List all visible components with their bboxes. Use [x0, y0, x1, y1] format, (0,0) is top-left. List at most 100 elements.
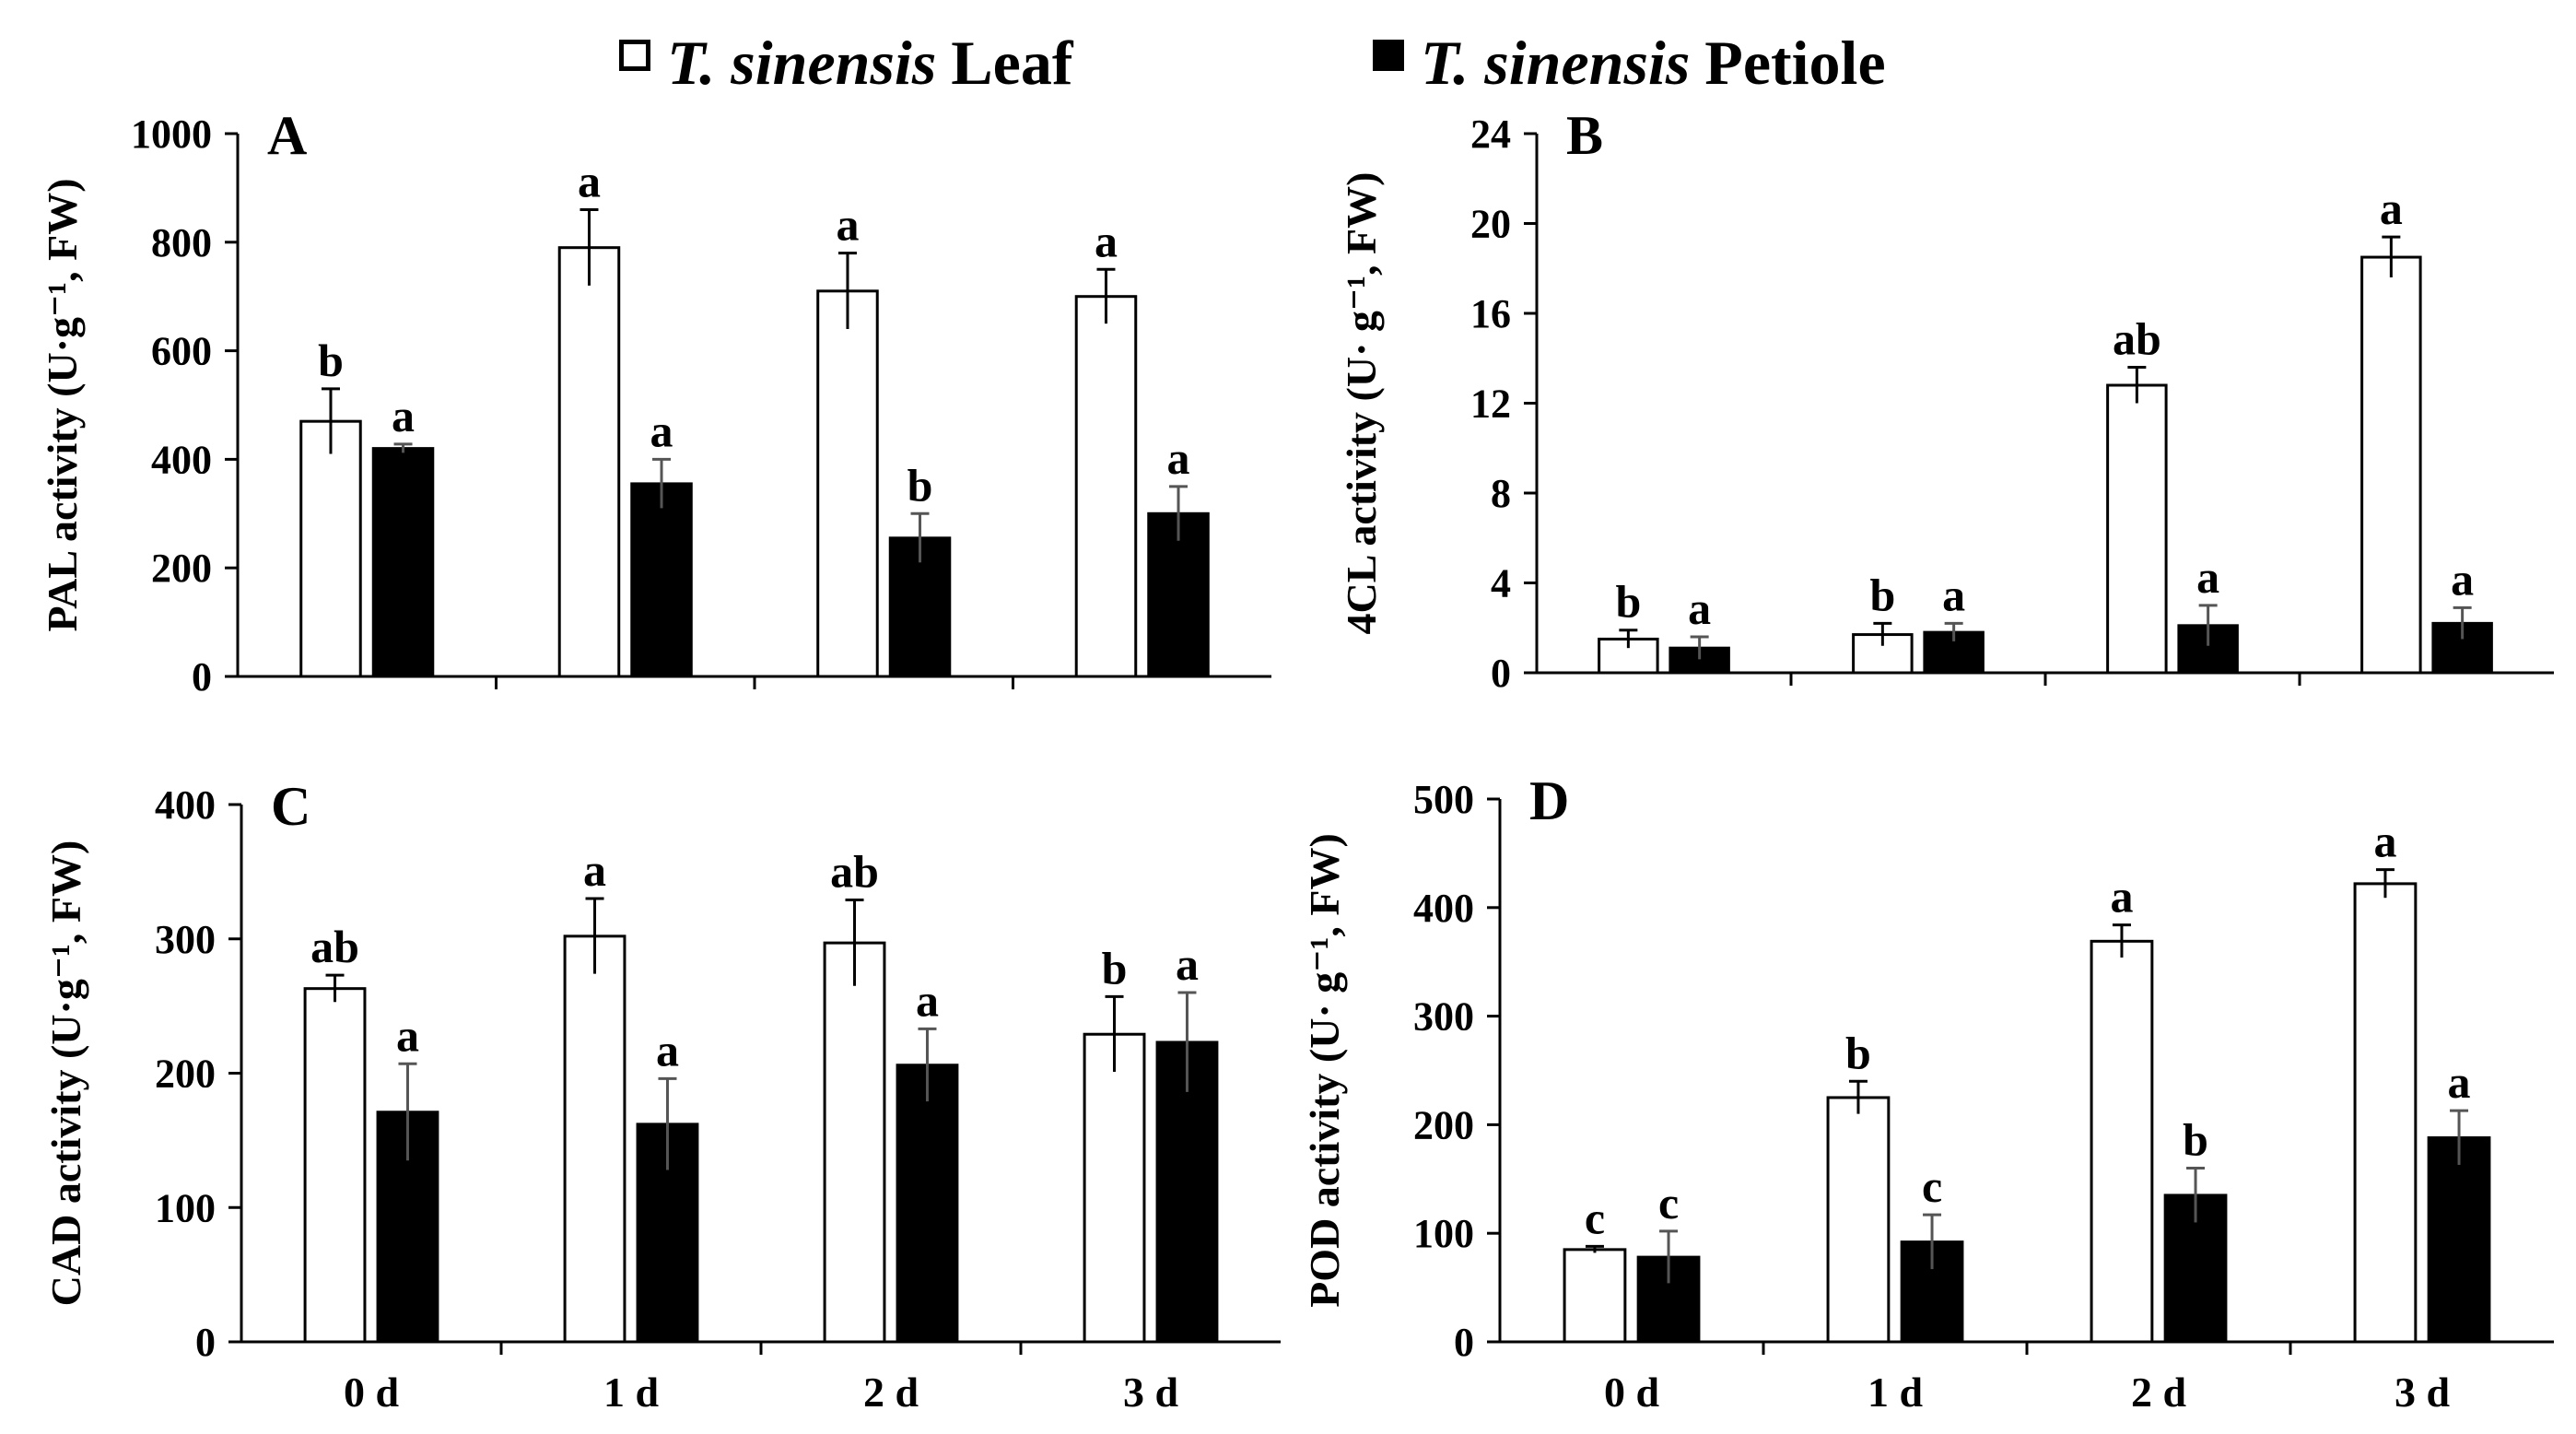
significance-label-a: a [836, 199, 859, 251]
chart-panel-d: 0 100 200 300 400 500 POD activity (U· g⁻¹, FW… [1301, 770, 2554, 1416]
significance-label-b: b [1869, 569, 1895, 620]
panel-label-b: B [1566, 105, 1603, 166]
significance-label-b: a [2196, 551, 2219, 603]
significance-label-c: a [396, 1009, 419, 1061]
significance-label-d: a [2110, 871, 2133, 923]
significance-label-c: ab [830, 845, 879, 897]
bar-a-leaf [1074, 295, 1138, 678]
bar-b-petiole [1669, 646, 1730, 675]
bar-d-leaf [1826, 1096, 1891, 1344]
x-tick-label-c: 0 d [344, 1369, 400, 1416]
bar-a-petiole [630, 482, 693, 678]
y-tick-label-a: 600 [151, 329, 212, 374]
significance-label-c: a [656, 1024, 679, 1076]
significance-label-d: c [1585, 1192, 1605, 1243]
significance-label-b: a [2380, 182, 2403, 234]
y-tick-label-c: 200 [155, 1052, 216, 1097]
significance-label-b: b [1615, 576, 1641, 628]
x-tick-label-d: 0 d [1604, 1369, 1660, 1416]
significance-label-c: a [916, 974, 939, 1026]
significance-label-b: a [1942, 569, 1965, 620]
y-tick-label-a: 200 [151, 546, 212, 591]
bar-c-leaf [823, 941, 886, 1344]
chart-panel-a: 0 200 400 600 800 1000 PAL activity (U·g⁻¹, FW… [39, 105, 1271, 699]
panel-label-c: C [271, 776, 310, 837]
bar-b-leaf [1598, 637, 1659, 675]
bar-d-petiole [2427, 1136, 2491, 1344]
y-tick-label-a: 800 [151, 220, 212, 265]
y-tick-label-d: 400 [1413, 886, 1474, 931]
significance-label-d: c [1922, 1160, 1942, 1212]
legend-leaf-label: Leaf [951, 27, 1073, 98]
bar-b-leaf [2106, 383, 2168, 675]
y-tick-label-c: 0 [195, 1320, 216, 1365]
y-tick-label-d: 300 [1413, 994, 1474, 1040]
significance-label-c: ab [310, 921, 359, 972]
significance-label-d: a [2448, 1056, 2471, 1108]
significance-label-a: a [1095, 215, 1118, 266]
y-tick-label-b: 20 [1470, 202, 1511, 247]
y-tick-label-b: 12 [1470, 382, 1511, 427]
panel-label-a: A [267, 105, 307, 166]
x-tick-label-d: 3 d [2395, 1369, 2451, 1416]
bar-d-leaf [2353, 882, 2418, 1344]
bar-a-leaf [816, 289, 879, 678]
legend-item-leaf: T. sinensis Leaf [619, 26, 1072, 100]
significance-label-d: a [2373, 816, 2396, 867]
bar-c-petiole [1155, 1040, 1219, 1344]
y-tick-label-a: 1000 [131, 112, 212, 157]
significance-label-a: a [650, 405, 673, 456]
legend-swatch-filled-icon [1373, 40, 1404, 71]
bar-d-leaf [1563, 1248, 1627, 1344]
y-tick-label-d: 100 [1413, 1211, 1474, 1256]
legend-item-petiole: T. sinensis Petiole [1373, 26, 1886, 100]
x-tick-label-c: 1 d [603, 1369, 660, 1416]
legend-petiole-label: Petiole [1704, 27, 1886, 98]
y-tick-label-c: 100 [155, 1185, 216, 1230]
bar-a-petiole [371, 447, 435, 678]
y-axis-label-a: PAL activity (U·g⁻¹, FW) [39, 178, 86, 631]
y-axis-label-b: 4CL activity (U· g⁻¹, FW) [1338, 172, 1385, 635]
y-tick-label-d: 0 [1454, 1320, 1474, 1365]
y-tick-label-b: 24 [1470, 112, 1511, 157]
significance-label-a: b [318, 335, 344, 386]
bar-d-leaf [2090, 939, 2154, 1344]
significance-label-d: c [1658, 1177, 1679, 1228]
y-tick-label-c: 400 [155, 782, 216, 828]
bar-c-petiole [896, 1064, 959, 1344]
panel-label-d: D [1529, 770, 1569, 831]
bar-d-petiole [1636, 1255, 1701, 1344]
x-tick-label-c: 3 d [1123, 1369, 1179, 1416]
significance-label-b: ab [2113, 313, 2161, 365]
significance-label-c: a [583, 844, 606, 896]
y-tick-label-c: 300 [155, 917, 216, 962]
significance-label-c: b [1102, 942, 1128, 993]
x-tick-label-d: 2 d [2131, 1369, 2187, 1416]
bar-c-leaf [303, 987, 367, 1344]
significance-label-b: a [1688, 582, 1711, 634]
significance-label-a: a [578, 155, 601, 206]
bar-c-leaf [563, 934, 626, 1344]
bar-b-leaf [2360, 255, 2422, 675]
legend-swatch-open-icon [619, 40, 650, 71]
significance-label-d: b [1845, 1027, 1871, 1078]
y-tick-label-b: 16 [1470, 291, 1511, 336]
x-tick-label-c: 2 d [863, 1369, 919, 1416]
y-tick-label-b: 0 [1491, 651, 1511, 696]
significance-label-a: a [1167, 432, 1190, 484]
y-tick-label-a: 0 [192, 654, 212, 699]
y-tick-label-b: 4 [1491, 561, 1511, 606]
bar-a-leaf [557, 246, 621, 678]
significance-label-b: a [2451, 553, 2474, 605]
y-tick-label-d: 200 [1413, 1102, 1474, 1147]
significance-label-a: a [392, 390, 415, 441]
y-tick-label-d: 500 [1413, 777, 1474, 822]
significance-label-c: a [1176, 938, 1199, 990]
legend-leaf-species: T. sinensis [667, 27, 937, 98]
bar-c-leaf [1083, 1032, 1146, 1344]
significance-label-a: b [907, 459, 933, 511]
legend-petiole-species: T. sinensis [1421, 27, 1691, 98]
